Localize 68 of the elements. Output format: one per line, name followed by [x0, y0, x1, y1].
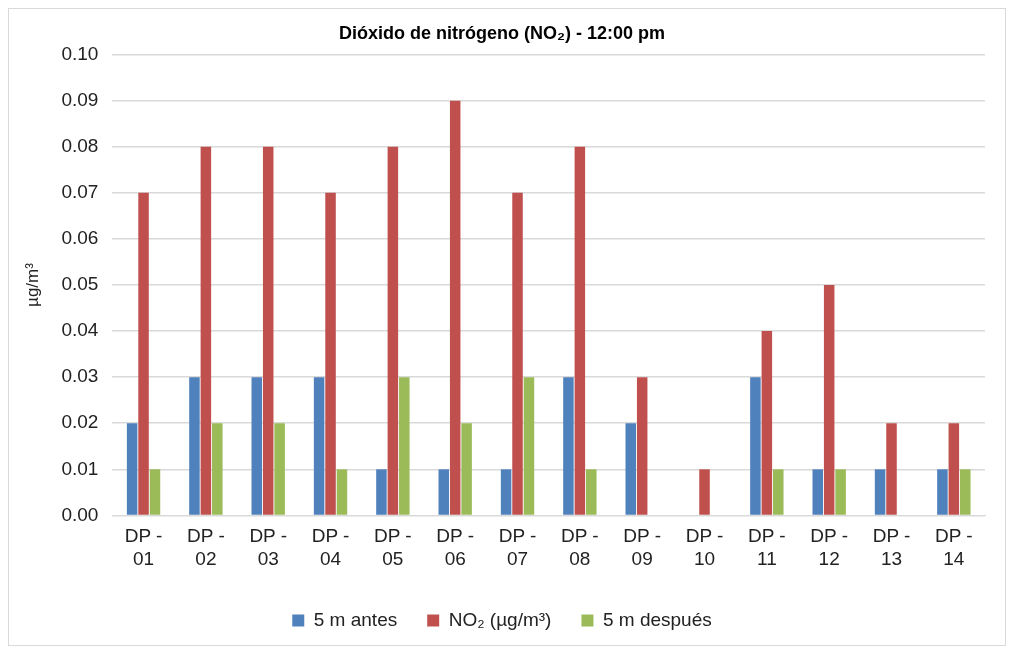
y-tick-label: 0.10 [61, 42, 99, 64]
bar [773, 469, 784, 515]
bar [886, 423, 897, 515]
bar [313, 377, 325, 515]
bar [835, 469, 846, 515]
bar [149, 469, 161, 515]
bar [200, 146, 212, 515]
legend-label: 5 m antes [313, 608, 398, 630]
x-tick-label: DP - 05 [374, 525, 412, 569]
bar [699, 469, 710, 515]
bar [336, 469, 348, 515]
x-tick-label: DP - 14 [935, 525, 973, 569]
bar [625, 423, 637, 515]
bar [138, 192, 149, 515]
bar [586, 469, 597, 515]
x-tick-label: DP - 10 [685, 525, 724, 569]
bar [325, 192, 336, 515]
bar [387, 146, 399, 515]
bar [823, 285, 835, 515]
x-tick-label: DP - 11 [748, 525, 786, 569]
bar [874, 469, 886, 515]
y-tick-label: 0.00 [61, 503, 99, 525]
y-tick-label: 0.04 [61, 319, 99, 341]
y-tick-label: 0.03 [61, 365, 99, 387]
bar [500, 469, 512, 515]
x-tick-label: DP - 13 [872, 525, 911, 569]
bar [376, 469, 387, 515]
y-tick-label: 0.02 [61, 411, 99, 433]
x-tick-label: DP - 09 [623, 525, 662, 569]
y-axis-title: µg/m³ [22, 262, 42, 307]
x-tick-label: DP - 06 [436, 525, 475, 569]
bar [126, 423, 138, 515]
bar [262, 146, 274, 515]
y-tick-label: 0.01 [61, 457, 99, 479]
bar [960, 469, 971, 515]
bar [761, 331, 773, 515]
x-tick-label: DP - 01 [124, 525, 163, 569]
bar [812, 469, 823, 515]
x-tick-label: DP - 02 [187, 525, 225, 569]
bar [937, 469, 948, 515]
y-tick-label: 0.09 [61, 88, 99, 110]
bar [512, 192, 523, 515]
bar [274, 423, 285, 515]
legend-label: NO₂ (µg/m³) [448, 608, 552, 630]
bar [574, 146, 586, 515]
x-tick-label: DP - 07 [498, 525, 537, 569]
y-tick-label: 0.05 [61, 273, 99, 295]
x-tick-label: DP - 04 [311, 525, 350, 569]
y-tick-label: 0.06 [61, 227, 99, 249]
y-tick-label: 0.07 [61, 181, 99, 203]
x-tick-label: DP - 12 [810, 525, 849, 569]
bar [750, 377, 761, 515]
bar [948, 423, 960, 515]
bar [399, 377, 410, 515]
x-tick-label: DP - 08 [561, 525, 599, 569]
bar [636, 377, 648, 515]
bar [438, 469, 450, 515]
bar [189, 377, 200, 515]
bar [449, 100, 461, 515]
bar [212, 423, 223, 515]
x-tick-label: DP - 03 [249, 525, 288, 569]
legend-label: 5 m después [602, 608, 712, 630]
bar [523, 377, 535, 515]
bar [461, 423, 472, 515]
y-tick-label: 0.08 [61, 134, 99, 156]
bar [563, 377, 574, 515]
chart-title: Dióxido de nitrógeno (NO₂) - 12:00 pm [338, 22, 666, 43]
bar [251, 377, 263, 515]
